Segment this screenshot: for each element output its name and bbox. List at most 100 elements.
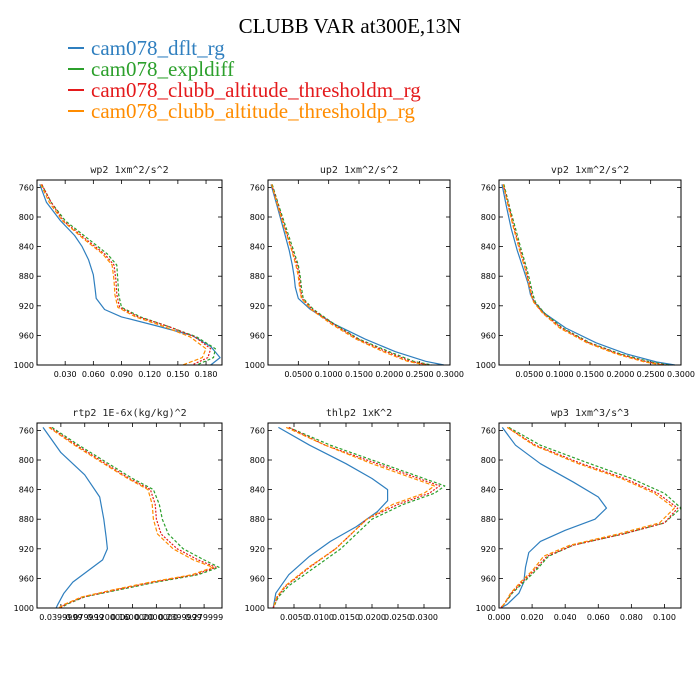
chart-panel: thlp2 1xK^276080084088092096010000.00500… xyxy=(245,408,451,622)
y-tick-label: 840 xyxy=(250,243,265,252)
panel-title: wp3 1xm^3/s^3 xyxy=(551,408,629,419)
plot-frame xyxy=(267,422,451,609)
y-tick-label: 920 xyxy=(250,545,265,554)
figure-title: CLUBB VAR at300E,13N xyxy=(238,14,462,38)
y-tick-label: 800 xyxy=(250,213,265,222)
y-tick-label: 960 xyxy=(19,574,34,583)
y-tick-label: 920 xyxy=(250,302,265,311)
y-tick-label: 920 xyxy=(19,545,34,554)
y-tick-label: 920 xyxy=(481,302,496,311)
x-tick-label: 0.1000 xyxy=(315,370,343,379)
x-tick-label: 0.3000 xyxy=(667,370,695,379)
series-line xyxy=(41,184,212,366)
x-tick-label: 0.0250 xyxy=(384,613,412,622)
x-tick-label: 0.0399999 xyxy=(39,613,82,622)
x-tick-label: 0.2500 xyxy=(637,370,665,379)
series-line xyxy=(51,426,220,609)
x-tick-label: 0.120 xyxy=(138,370,161,379)
y-tick-label: 800 xyxy=(250,456,265,465)
series-line xyxy=(41,184,216,366)
panel-title: vp2 1xm^2/s^2 xyxy=(551,165,629,176)
y-tick-label: 880 xyxy=(481,272,496,281)
legend-swatch-line xyxy=(68,47,84,49)
panel-title: rtp2 1E-6x(kg/kg)^2 xyxy=(72,408,186,419)
y-tick-label: 1000 xyxy=(245,604,265,613)
chart-panel: wp2 1xm^2/s^2 760 800 840 880 920 960 1000 0.030… xyxy=(14,165,223,379)
series-line xyxy=(40,184,207,366)
x-tick-label: 0.100 xyxy=(653,613,676,622)
legend-swatch-line xyxy=(68,68,84,70)
y-tick-label: 880 xyxy=(250,272,265,281)
y-tick-label: 760 xyxy=(19,183,34,192)
x-tick-label: 0.2000000 xyxy=(135,613,178,622)
series-line xyxy=(272,426,435,609)
series-line xyxy=(48,426,214,609)
series-line xyxy=(501,184,675,366)
y-tick-label: 840 xyxy=(481,486,496,495)
x-tick-label: 0.000 xyxy=(488,613,511,622)
panel-title: wp2 1xm^2/s^2 xyxy=(90,165,168,176)
y-tick-label: 1000 xyxy=(476,361,496,370)
x-tick-label: 0.080 xyxy=(620,613,643,622)
x-tick-label: 0.020 xyxy=(521,613,544,622)
legend-label: cam078_expldiff xyxy=(91,57,235,81)
x-tick-label: 0.0500 xyxy=(515,370,543,379)
x-tick-label: 0.180 xyxy=(195,370,218,379)
y-tick-label: 840 xyxy=(19,486,34,495)
series-line xyxy=(271,184,432,366)
y-tick-label: 800 xyxy=(19,213,34,222)
x-tick-label: 0.090 xyxy=(110,370,133,379)
y-tick-label: 840 xyxy=(250,486,265,495)
y-tick-label: 800 xyxy=(19,456,34,465)
y-tick-label: 960 xyxy=(250,331,265,340)
chart-panel: up2 1xm^2/s^2 760 800 840 880 920 960 1000 0.050… xyxy=(245,165,464,379)
panel-title: up2 1xm^2/s^2 xyxy=(320,165,398,176)
y-tick-label: 880 xyxy=(19,272,34,281)
series-line xyxy=(271,184,426,366)
chart-panel: rtp2 1E-6x(kg/kg)^2 760 800 840 880 920 960 100… xyxy=(14,408,224,622)
series-line xyxy=(500,426,676,609)
plot-frame xyxy=(498,179,682,366)
x-tick-label: 0.040 xyxy=(554,613,577,622)
legend-swatch-line xyxy=(68,110,84,112)
series-line xyxy=(500,427,608,609)
series-line xyxy=(39,184,221,366)
x-tick-label: 0.0150 xyxy=(332,613,360,622)
plot-frame xyxy=(498,422,682,609)
x-tick-label: 0.060 xyxy=(82,370,105,379)
series-line xyxy=(272,426,389,609)
series-line xyxy=(271,184,429,366)
y-tick-label: 760 xyxy=(481,183,496,192)
y-tick-label: 800 xyxy=(481,213,496,222)
chart-panel: wp3 1xm^3/s^3 760 800 840 880 920 960 10000.000… xyxy=(476,408,682,622)
series-line xyxy=(500,426,679,609)
panel-title: thlp2 1xK^2 xyxy=(326,408,392,419)
y-tick-label: 880 xyxy=(250,515,265,524)
series-line xyxy=(42,427,109,609)
x-tick-label: 0.060 xyxy=(587,613,610,622)
y-tick-label: 920 xyxy=(481,545,496,554)
y-tick-label: 1000 xyxy=(245,361,265,370)
series-line xyxy=(272,426,446,609)
series-line xyxy=(502,184,663,366)
x-tick-label: 0.030 xyxy=(54,370,77,379)
legend-label: cam078_dflt_rg xyxy=(91,36,225,60)
x-tick-label: 0.1000 xyxy=(546,370,574,379)
series-line xyxy=(502,184,666,366)
y-tick-label: 880 xyxy=(481,515,496,524)
series-line xyxy=(49,426,217,609)
y-tick-label: 760 xyxy=(250,183,265,192)
series-line xyxy=(270,184,445,366)
x-tick-label: 0.0500 xyxy=(284,370,312,379)
y-tick-label: 760 xyxy=(481,426,496,435)
y-tick-label: 760 xyxy=(19,426,34,435)
plot-frame xyxy=(267,179,451,366)
x-tick-label: 0.279999 xyxy=(185,613,223,622)
x-tick-label: 0.3000 xyxy=(436,370,464,379)
legend-swatch-line xyxy=(68,89,84,91)
x-tick-label: 0.079999 xyxy=(66,613,104,622)
x-tick-label: 0.1600000 xyxy=(111,613,154,622)
y-tick-label: 880 xyxy=(19,515,34,524)
x-tick-label: 0.2500 xyxy=(406,370,434,379)
